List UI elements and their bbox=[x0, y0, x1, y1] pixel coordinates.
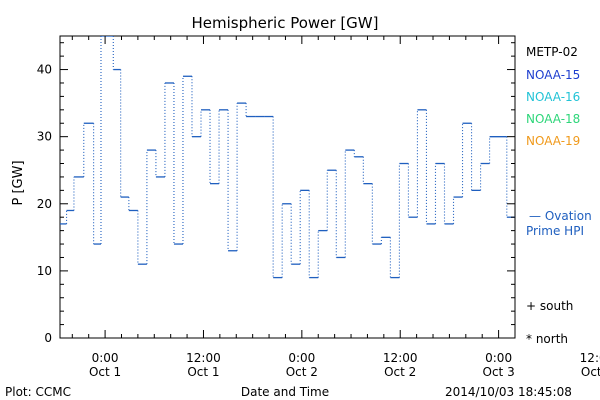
y-tick-label: 0 bbox=[44, 331, 52, 345]
axes-frame bbox=[59, 35, 516, 339]
x-tick-date-label: Oct 3 bbox=[483, 365, 515, 379]
legend-satellite-noaa-16: NOAA-16 bbox=[526, 90, 580, 104]
x-tick-time-label: 0:00 bbox=[288, 351, 315, 365]
legend-ovation-label-2: Prime HPI bbox=[526, 224, 584, 238]
x-tick-date-label: Oct 1 bbox=[187, 365, 219, 379]
x-tick-time-label: 12:00 bbox=[186, 351, 221, 365]
legend-satellite-noaa-15: NOAA-15 bbox=[526, 68, 580, 82]
legend-marker-north: * north bbox=[526, 332, 568, 346]
series-clip-group bbox=[60, 36, 515, 279]
y-tick-label: 40 bbox=[37, 63, 52, 77]
footer-center: Date and Time bbox=[241, 385, 329, 399]
x-tick-time-label: 0:00 bbox=[485, 351, 512, 365]
legend-satellite-noaa-18: NOAA-18 bbox=[526, 112, 580, 126]
chart-title: Hemispheric Power [GW] bbox=[192, 14, 379, 32]
y-ticks: 0 10 20 30 40 bbox=[37, 42, 515, 345]
legend-ovation-label: — Ovation bbox=[529, 209, 592, 223]
x-tick-date-label: Oct 2 bbox=[384, 365, 416, 379]
series-layer bbox=[60, 36, 515, 279]
x-tick-time-label: 0:00 bbox=[92, 351, 119, 365]
x-tick-date-label: Oct 3 bbox=[581, 365, 600, 379]
legend-marker-south: + south bbox=[526, 299, 573, 313]
x-tick-date-label: Oct 1 bbox=[89, 365, 121, 379]
legend-satellite-noaa-19: NOAA-19 bbox=[526, 134, 580, 148]
y-tick-label: 20 bbox=[37, 197, 52, 211]
legend-satellite-metp-02: METP-02 bbox=[526, 45, 578, 59]
plot-frame bbox=[59, 35, 516, 339]
legend: METP-02 NOAA-15 NOAA-16 NOAA-18 NOAA-19 … bbox=[526, 45, 592, 346]
y-axis-label: P [GW] bbox=[11, 160, 26, 205]
x-tick-time-label: 12:00 bbox=[383, 351, 418, 365]
footer-right: 2014/10/03 18:45:08 bbox=[445, 385, 572, 399]
x-tick-time-label: 12:00 bbox=[580, 351, 600, 365]
x-tick-date-label: Oct 2 bbox=[286, 365, 318, 379]
y-tick-label: 10 bbox=[37, 264, 52, 278]
y-tick-label: 30 bbox=[37, 130, 52, 144]
footer-left: Plot: CCMC bbox=[5, 385, 71, 399]
